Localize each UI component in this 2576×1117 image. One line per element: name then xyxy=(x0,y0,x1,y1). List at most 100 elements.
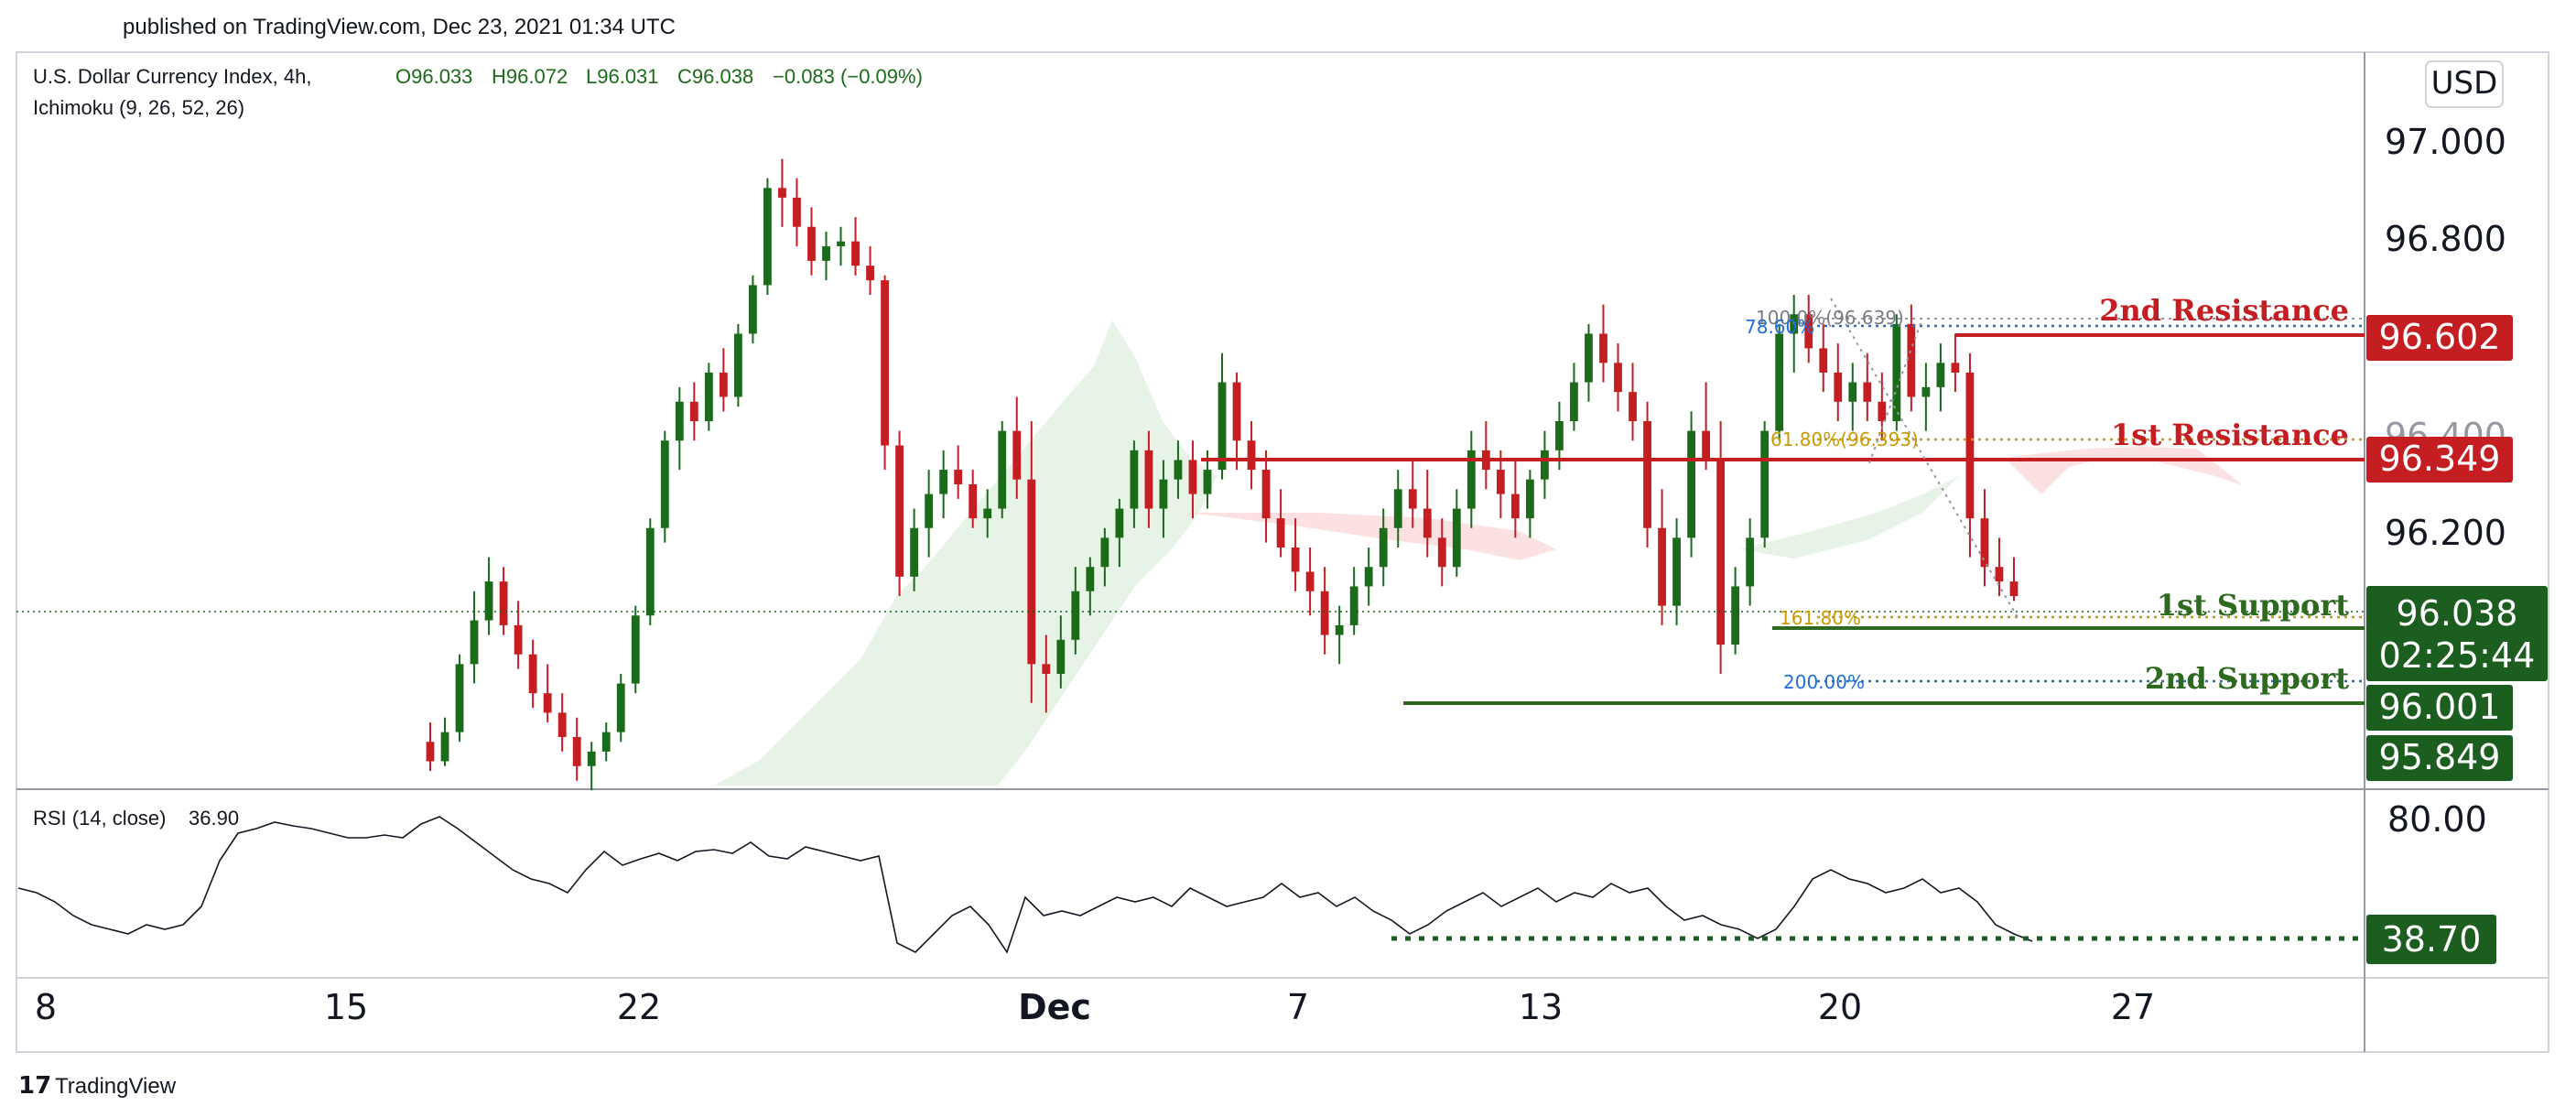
candle-body xyxy=(587,751,596,766)
price-badge-96001: 96.001 xyxy=(2366,685,2513,731)
candle-body xyxy=(1658,527,1666,606)
candle-body xyxy=(1951,363,1960,373)
candle-body xyxy=(895,445,904,577)
candle-body xyxy=(1863,382,1872,402)
candle-body xyxy=(910,527,919,577)
candle-body xyxy=(749,285,757,334)
tradingview-logo-icon: 17 xyxy=(18,1072,51,1100)
candle-body xyxy=(881,280,889,446)
time-tick-label: 27 xyxy=(2111,987,2155,1027)
price-tick: 97.000 xyxy=(2385,122,2506,162)
candle-body xyxy=(484,581,493,621)
time-tick-label: 22 xyxy=(617,987,661,1027)
candle-body xyxy=(1188,460,1197,494)
candle-body xyxy=(1848,382,1857,402)
candle-body xyxy=(851,241,860,266)
fib-label: 161.80% xyxy=(1780,607,1861,629)
candle-body xyxy=(807,226,816,261)
candle-body xyxy=(557,712,567,737)
ohlc-high: H96.072 xyxy=(492,65,568,88)
candle-body xyxy=(1027,479,1036,665)
candle-body xyxy=(1291,547,1300,572)
candle-body xyxy=(1995,567,2004,582)
candle-body xyxy=(1790,314,1799,334)
time-axis: 8 15 22 Dec 7 13 20 27 xyxy=(35,987,2155,1027)
fib-label: 78.60% xyxy=(1745,316,1814,338)
label-1st-support: 1st Support xyxy=(2157,588,2350,623)
candle-body xyxy=(499,581,508,625)
candle-body xyxy=(1746,537,1755,587)
candle-body xyxy=(1921,386,1931,397)
candle-body xyxy=(455,664,464,732)
svg-text:38.70: 38.70 xyxy=(2382,919,2482,960)
candle-body xyxy=(1115,508,1124,538)
rsi-badge: 38.70 xyxy=(2366,915,2496,964)
candle-body xyxy=(793,197,801,227)
cloud-up-segment xyxy=(714,320,1218,786)
candle-body xyxy=(1320,591,1329,635)
indicator-label: Ichimoku (9, 26, 52, 26) xyxy=(33,96,244,119)
fib-label: 61.80%(96.393) xyxy=(1770,428,1919,450)
candle-body xyxy=(1555,421,1564,450)
candle-body xyxy=(645,527,655,616)
candle-body xyxy=(426,742,435,762)
candle-body xyxy=(1349,586,1358,625)
candle-body xyxy=(470,620,479,665)
candle-body xyxy=(1364,567,1373,587)
candle-body xyxy=(660,440,669,528)
candle-body xyxy=(1218,382,1227,471)
candle-body xyxy=(1629,392,1637,421)
svg-text:96.349: 96.349 xyxy=(2379,439,2501,479)
candle-body xyxy=(1203,470,1212,494)
rsi-label: RSI (14, close) xyxy=(33,807,167,830)
candle-body xyxy=(1100,537,1109,568)
candle-body xyxy=(1305,571,1315,591)
candle-body xyxy=(2009,581,2019,597)
candle-body xyxy=(1965,372,1975,519)
candle-body xyxy=(1775,333,1784,431)
time-tick-label: 20 xyxy=(1818,987,1862,1027)
currency-button[interactable] xyxy=(2425,60,2504,108)
chart-frame xyxy=(16,51,2549,1053)
candle-body xyxy=(733,333,742,397)
candle-body xyxy=(1716,460,1726,645)
candle-body xyxy=(1276,518,1285,548)
price-badge-current: 96.038 02:25:44 xyxy=(2366,586,2548,681)
candle-body xyxy=(1174,460,1183,480)
candle-body xyxy=(1834,372,1843,402)
candle-body xyxy=(1379,527,1388,568)
candle-body xyxy=(1437,537,1446,568)
svg-text:02:25:44: 02:25:44 xyxy=(2379,635,2536,676)
candle-body xyxy=(1247,440,1256,471)
candle-body xyxy=(631,615,640,684)
candle-body xyxy=(983,508,992,519)
candle-body xyxy=(778,188,786,198)
candle-body xyxy=(689,401,698,421)
candle-body xyxy=(1393,489,1402,528)
candle-body xyxy=(1423,508,1432,538)
cloud-down-segment xyxy=(1190,513,1556,560)
candle-body xyxy=(1467,450,1476,509)
candle-body xyxy=(1056,639,1066,674)
rsi-level-tick: 80.00 xyxy=(2387,799,2487,840)
candle-body xyxy=(1907,323,1916,397)
candle-body xyxy=(1819,348,1828,373)
candle-body xyxy=(1071,591,1080,640)
candle-body xyxy=(1408,489,1417,509)
candle-body xyxy=(1585,333,1593,383)
candle-body xyxy=(1541,450,1549,480)
candle-body xyxy=(1687,430,1695,538)
candle-body xyxy=(837,241,845,246)
tradingview-logo: 17 TradingView xyxy=(18,1072,177,1100)
candle-body xyxy=(939,470,948,494)
candle-body xyxy=(1570,382,1578,421)
candle-body xyxy=(1452,508,1461,568)
candle-body xyxy=(866,266,874,281)
candle-body xyxy=(1130,450,1139,509)
candle-body xyxy=(925,493,934,528)
ichimoku-cloud xyxy=(714,320,2243,786)
ohlc-open: O96.033 xyxy=(395,65,472,88)
candle-body xyxy=(1936,363,1945,387)
candle-body xyxy=(1599,333,1607,363)
